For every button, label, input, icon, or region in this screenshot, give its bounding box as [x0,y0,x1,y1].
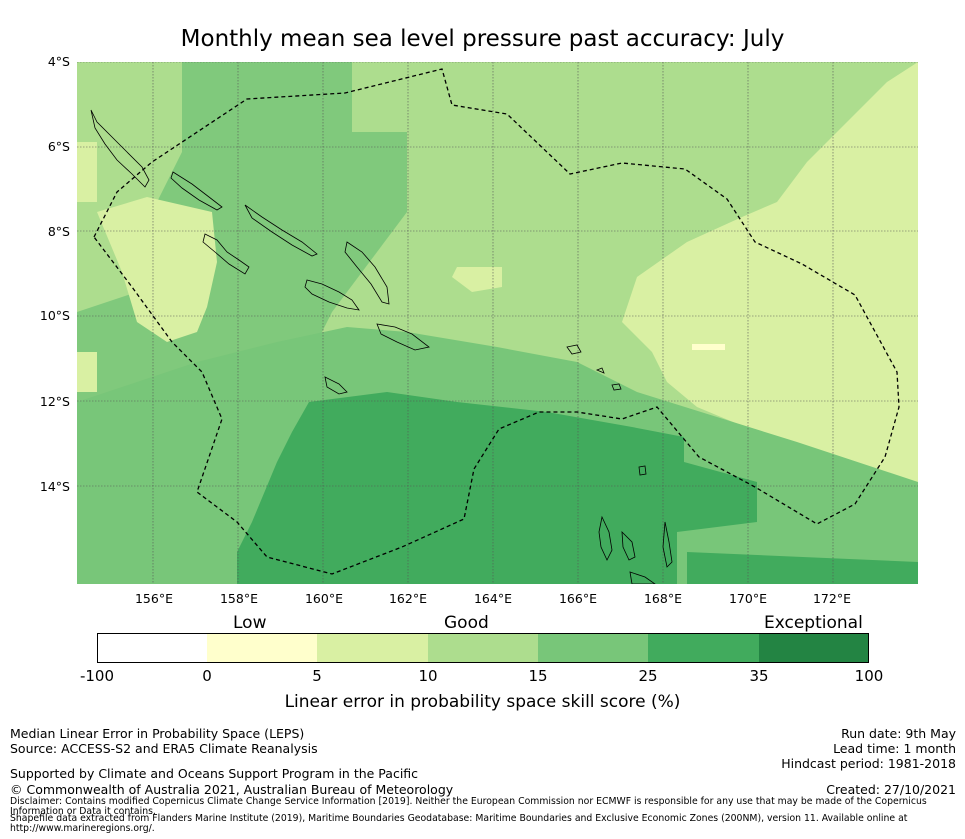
map-title: Monthly mean sea level pressure past acc… [180,26,785,52]
lead-time-text: Lead time: 1 month [833,741,956,756]
created-date-text: Created: 27/10/2021 [826,782,956,797]
field-zone-central-pale [452,267,502,292]
lon-label-166e: 166°E [558,591,597,606]
hindcast-period-text: Hindcast period: 1981-2018 [781,756,956,771]
colorbar-swatch-25-35 [648,633,759,663]
colorbar-tick-25: 25 [638,667,658,685]
method-text: Median Linear Error in Probability Space… [10,726,305,741]
colorbar-tick-minus100: -100 [79,667,115,685]
lat-label-10s: 10°S [39,308,70,323]
coastline-new-georgia [202,233,250,275]
disclaimer-line-2: Information or Data it contains. [10,806,156,817]
lat-label-12s: 12°S [39,394,70,409]
field-zone-low-patch [692,344,725,350]
source-text: Source: ACCESS-S2 and ERA5 Climate Reana… [10,741,318,756]
lat-label-8s: 8°S [47,224,70,239]
lon-label-170e: 170°E [728,591,767,606]
skill-score-field [77,62,918,584]
colorbar-swatch-0-5 [207,633,317,663]
field-zone-south-east-very-good [687,552,918,584]
coastline-bougainville [90,109,150,188]
colorbar-swatch-35-100 [759,633,869,663]
lat-label-14s: 14°S [39,479,70,494]
lon-label-164e: 164°E [473,591,512,606]
lon-label-156e: 156°E [134,591,173,606]
colorbar-swatch-5-10 [317,633,428,663]
field-zone-west-edge [77,142,97,392]
colorbar-tick-5: 5 [312,667,322,685]
category-label-good: Good [444,613,489,633]
lon-label-172e: 172°E [812,591,851,606]
lon-label-158e: 158°E [219,591,258,606]
lat-label-4s: 4°S [47,54,70,69]
lon-label-160e: 160°E [304,591,343,606]
shapefile-line-2: http://www.marineregions.org/. [10,823,155,834]
disclaimer-line-1: Disclaimer: Contains modified Copernicus… [10,796,927,807]
colorbar-swatch-15-25 [538,633,648,663]
coastline-santa-isabel [244,204,318,257]
colorbar-title: Linear error in probability space skill … [284,692,681,712]
coastline-malaita [344,241,390,305]
skill-score-map [77,62,918,584]
colorbar-swatches [97,633,869,663]
map-panel [77,62,918,584]
coastline-small-islands [566,344,647,476]
lat-label-6s: 6°S [47,139,70,154]
colorbar [97,633,869,663]
shapefile-line-1: Shapefile data extracted from Flanders M… [10,813,908,824]
coastline-rennell [324,376,348,395]
field-zone-east-pale [622,62,918,487]
run-date-text: Run date: 9th May [841,726,956,741]
colorbar-tick-0: 0 [202,667,212,685]
category-label-low: Low [233,613,267,633]
coastline-makira [376,323,430,351]
coastline-vanuatu [598,515,673,584]
support-text: Supported by Climate and Oceans Support … [10,766,419,781]
colorbar-tick-10: 10 [418,667,438,685]
coastline-choiseul [170,171,223,211]
coastlines [90,109,673,584]
lon-label-162e: 162°E [388,591,427,606]
colorbar-tick-35: 35 [749,667,769,685]
colorbar-swatch-below-0 [97,633,207,663]
eez-boundary [93,68,900,575]
colorbar-tick-100: 100 [854,667,884,685]
lon-label-168e: 168°E [643,591,682,606]
category-label-exceptional: Exceptional [764,613,863,633]
field-zone-south-very-good [237,392,757,584]
graticule [77,62,918,584]
colorbar-tick-15: 15 [528,667,548,685]
colorbar-swatch-10-15 [428,633,538,663]
coastline-guadalcanal [304,279,360,311]
colorbar-outline [97,633,869,663]
copyright-text: © Commonwealth of Australia 2021, Austra… [10,782,454,797]
field-zone-west-pale [97,197,217,342]
